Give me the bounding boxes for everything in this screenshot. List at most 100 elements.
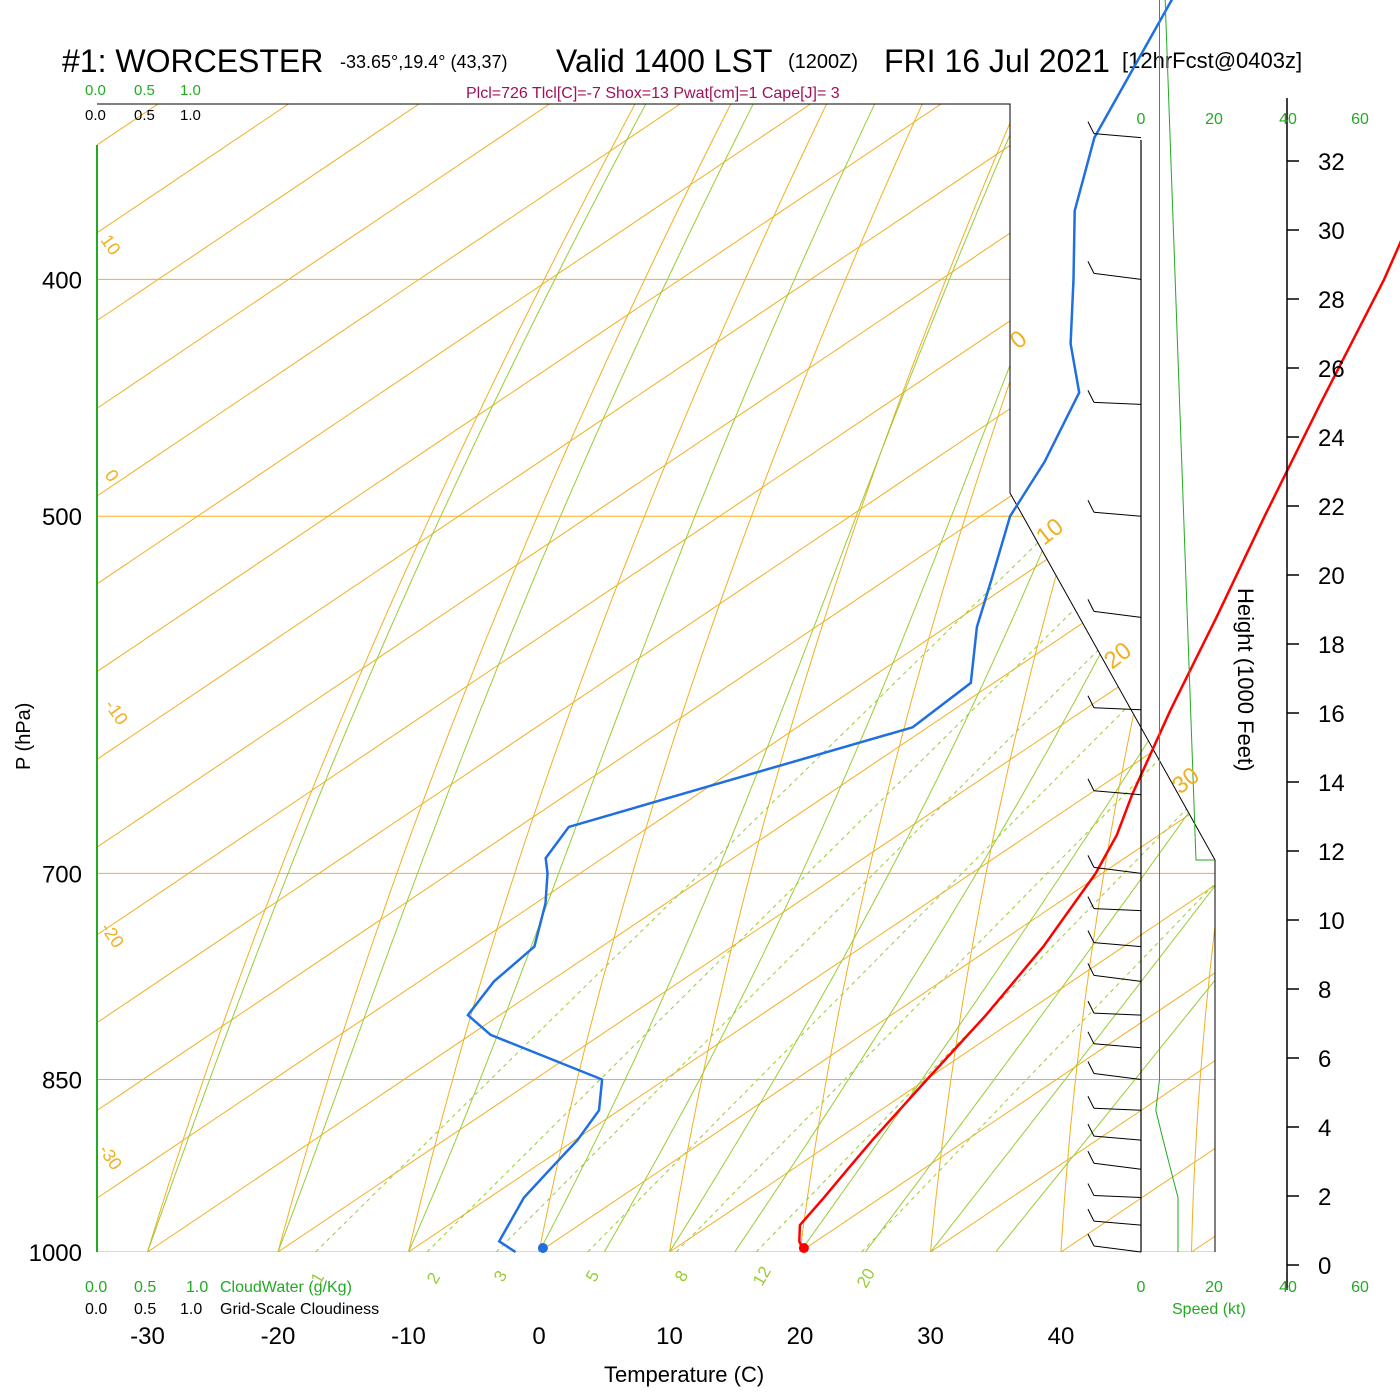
temperature-tick-label: 10 bbox=[656, 1323, 683, 1350]
dry-adiabat-label: -30 bbox=[95, 1141, 126, 1174]
temperature-tick-label: -20 bbox=[261, 1323, 296, 1350]
height-tick-label: 24 bbox=[1318, 425, 1345, 452]
isotherm bbox=[97, 104, 942, 1252]
height-tick-label: 32 bbox=[1318, 149, 1345, 176]
dry-adiabat bbox=[669, 104, 1168, 1252]
wind-barb-flag bbox=[1087, 855, 1095, 868]
height-tick-label: 10 bbox=[1318, 908, 1345, 935]
speed-scale-top: 40 bbox=[1279, 111, 1297, 128]
mixing-ratio-line bbox=[587, 279, 1215, 1252]
height-tick-label: 28 bbox=[1318, 287, 1345, 314]
wind-barb bbox=[1093, 974, 1142, 982]
wind-barb-flag bbox=[1087, 1061, 1095, 1074]
speed-scale-top: 20 bbox=[1205, 111, 1223, 128]
cloudwater-scale-bottom: 0.5 bbox=[134, 1279, 156, 1296]
cloudiness-scale-top: 0.5 bbox=[134, 107, 155, 124]
temperature-tick-label: 20 bbox=[787, 1323, 814, 1350]
moist-adiabat bbox=[734, 104, 1215, 1252]
moist-adiabat bbox=[864, 104, 1215, 1252]
wind-barb bbox=[1093, 272, 1142, 280]
wind-barb-flag bbox=[1087, 1183, 1095, 1196]
dry-adiabat-label: -20 bbox=[97, 919, 128, 952]
moist-adiabat bbox=[930, 104, 1215, 1252]
isotherm bbox=[97, 104, 1203, 1252]
date-label: FRI 16 Jul 2021 bbox=[884, 43, 1110, 79]
wind-barb-flag bbox=[1087, 1096, 1095, 1109]
isotherm bbox=[147, 104, 1215, 1252]
height-tick-label: 16 bbox=[1318, 701, 1345, 728]
zulu-label: (1200Z) bbox=[788, 51, 858, 73]
dry-adiabat bbox=[277, 104, 905, 1252]
cloudwater-scale-top: 1.0 bbox=[180, 82, 201, 99]
wind-barb-flag bbox=[1087, 930, 1095, 943]
wind-barb bbox=[1093, 1195, 1142, 1199]
moist-adiabat bbox=[147, 104, 828, 1252]
wind-barb-flag bbox=[1087, 1000, 1095, 1014]
wind-barb-flag bbox=[1087, 1123, 1095, 1137]
wind-barb bbox=[1093, 610, 1142, 618]
isotherm bbox=[97, 104, 1215, 1252]
isotherm-label: 10 bbox=[1031, 513, 1069, 551]
dry-adiabat bbox=[147, 104, 817, 1252]
wind-barb bbox=[1093, 942, 1142, 948]
cloudiness-scale-bottom: 0.0 bbox=[85, 1301, 107, 1318]
wind-barb bbox=[1093, 1012, 1142, 1016]
moist-adiabat-lines bbox=[147, 104, 1215, 1252]
height-tick-label: 30 bbox=[1318, 218, 1345, 245]
isobar-lines bbox=[97, 278, 1215, 1252]
isotherm bbox=[97, 104, 681, 1252]
wind-barb bbox=[1093, 1135, 1142, 1141]
wind-barb-flag bbox=[1087, 1031, 1095, 1045]
moist-adiabat bbox=[408, 104, 1038, 1252]
height-tick-label: 0 bbox=[1318, 1253, 1331, 1280]
speed-scale-bottom: 60 bbox=[1351, 1279, 1369, 1296]
dry-adiabat bbox=[408, 104, 992, 1252]
wind-speed-line bbox=[1155, 0, 1214, 1252]
dry-adiabat-label: 10 bbox=[97, 231, 125, 259]
x-axis-title: Temperature (C) bbox=[604, 1362, 764, 1387]
moist-adiabat bbox=[538, 104, 1175, 1252]
wind-barb-flag bbox=[1087, 896, 1095, 909]
mixing-ratio-label: 12 bbox=[749, 1263, 775, 1289]
height-tick-label: 26 bbox=[1318, 356, 1345, 383]
speed-scale-top: 60 bbox=[1351, 111, 1369, 128]
station-title: #1: WORCESTER bbox=[62, 43, 323, 79]
wind-barb-flag bbox=[1087, 390, 1095, 403]
forecast-label: [12hrFcst@0403z] bbox=[1122, 48, 1302, 73]
isotherm bbox=[97, 104, 811, 1252]
wind-barb bbox=[1093, 133, 1142, 139]
wind-barb bbox=[1093, 1162, 1142, 1170]
wind-barb-flag bbox=[1087, 1151, 1095, 1164]
wind-barbs bbox=[1087, 121, 1142, 1253]
mixing-ratio-line bbox=[861, 279, 1215, 1252]
cloudwater-scale-bottom: 0.0 bbox=[85, 1279, 107, 1296]
height-tick-label: 14 bbox=[1318, 770, 1345, 797]
mixing-ratio-label: 3 bbox=[490, 1267, 511, 1285]
mixing-ratio-label: 5 bbox=[582, 1267, 603, 1285]
moist-adiabat bbox=[277, 104, 927, 1252]
moist-adiabat bbox=[603, 104, 1215, 1252]
dry-adiabat-label: -10 bbox=[101, 696, 132, 729]
wind-barb bbox=[1093, 908, 1142, 912]
wind-barb bbox=[1093, 707, 1142, 711]
isotherm bbox=[1322, 104, 1400, 1252]
valid-label: Valid 1400 LST bbox=[556, 43, 772, 79]
moist-adiabat bbox=[995, 104, 1215, 1252]
height-tick-label: 4 bbox=[1318, 1115, 1331, 1142]
wind-barb-flag bbox=[1087, 500, 1095, 513]
speed-label: Speed (kt) bbox=[1172, 1301, 1246, 1318]
isotherm-label: 20 bbox=[1099, 637, 1137, 675]
height-tick-label: 12 bbox=[1318, 839, 1345, 866]
isotherm bbox=[799, 104, 1215, 1252]
dry-adiabat bbox=[930, 104, 1215, 1252]
wind-barb bbox=[1093, 866, 1142, 874]
height-tick-label: 18 bbox=[1318, 632, 1345, 659]
wind-barb bbox=[1093, 401, 1142, 405]
cloudiness-scale-top: 0.0 bbox=[85, 107, 106, 124]
temperature-tick-label: 0 bbox=[532, 1323, 545, 1350]
mixing-ratio-line bbox=[755, 279, 1215, 1252]
isotherm bbox=[97, 104, 550, 1252]
pressure-label: 400 bbox=[42, 267, 82, 294]
dry-adiabat bbox=[799, 104, 1215, 1252]
wind-barb-flag bbox=[1087, 963, 1095, 976]
